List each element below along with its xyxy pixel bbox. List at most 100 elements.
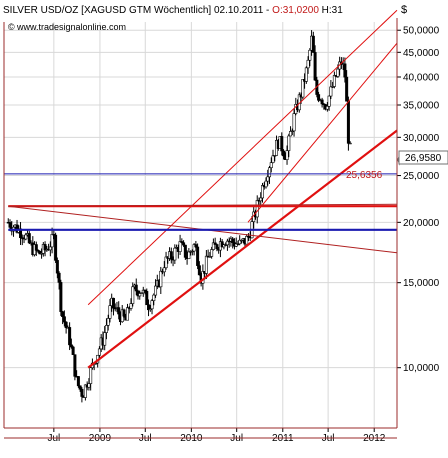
candle-body: [159, 270, 163, 288]
candle-body: [269, 162, 273, 169]
candle-body: [61, 311, 65, 317]
candle-body: [54, 234, 58, 261]
candle-body: [301, 79, 305, 98]
candle-body: [87, 383, 91, 388]
y-axis: 50,0000 45,0000 40,0000 35,0000 30,0000 25,00…: [397, 26, 440, 374]
candle-body: [59, 282, 63, 312]
candle-body: [273, 155, 277, 157]
candle-body: [213, 242, 217, 245]
candle-body: [259, 197, 263, 202]
candle-body: [329, 86, 333, 97]
level-label: 25,6356: [346, 170, 383, 181]
candle-body: [292, 113, 296, 132]
candle-body: [178, 241, 182, 252]
candle-body: [289, 131, 293, 137]
candle-body: [180, 241, 184, 243]
copyright-icon: ©: [8, 22, 15, 32]
candle-body: [43, 244, 47, 251]
candle-body: [234, 243, 238, 247]
trendline: [8, 203, 398, 207]
y-tick-label: 25,0000: [403, 171, 440, 182]
candle-body: [285, 150, 289, 160]
candle-body: [197, 265, 201, 276]
candle-body: [211, 242, 215, 250]
candle-body: [57, 272, 61, 283]
candle-body: [145, 291, 149, 306]
candle-body: [162, 267, 166, 273]
candle-body: [138, 293, 142, 297]
grid-layer: [4, 22, 397, 428]
candle-body: [103, 332, 107, 346]
candle-body: [73, 354, 77, 377]
candle-body: [271, 155, 275, 163]
candle-body: [76, 376, 80, 387]
candle-body: [117, 307, 121, 315]
candle-body: [187, 251, 191, 259]
candle-body: [245, 236, 249, 245]
candle-body: [332, 75, 336, 87]
candle-body: [190, 250, 194, 253]
chart-title-prefix: SILVER USD/OZ [XAGUSD GTM Wöchentlich] 0…: [3, 5, 272, 16]
candle-body: [308, 49, 312, 61]
candle-body: [52, 234, 56, 236]
candle-body: [24, 234, 28, 240]
candle-body: [192, 244, 196, 252]
candle-body: [140, 292, 144, 294]
candle-body: [147, 304, 151, 311]
candle-body: [264, 180, 268, 188]
y-tick-label: 15,0000: [403, 278, 440, 289]
candles-layer: [6, 30, 352, 403]
candle-body: [125, 307, 129, 321]
candle-body: [80, 388, 84, 397]
candle-body: [143, 289, 147, 292]
candle-body: [169, 251, 173, 260]
candle-body: [148, 308, 152, 311]
candle-body: [345, 76, 349, 102]
candle-body: [194, 244, 198, 248]
candle-body: [129, 303, 133, 309]
y-tick-label: 20,0000: [403, 218, 440, 229]
candle-body: [239, 239, 243, 242]
candle-body: [313, 52, 317, 81]
candle-body: [34, 244, 38, 251]
candle-body: [152, 294, 156, 301]
y-tick-label: 40,0000: [403, 73, 440, 84]
trendline: [87, 9, 398, 306]
trendlines-layer: [4, 9, 400, 369]
source-url: www.tradesignalonline.com: [16, 22, 126, 32]
candle-body: [208, 256, 212, 258]
candle-body: [108, 305, 112, 319]
candle-body: [89, 367, 93, 384]
candle-body: [38, 250, 42, 255]
candle-body: [62, 316, 66, 323]
candle-body: [290, 130, 294, 132]
candle-body: [204, 255, 208, 274]
y-tick-label: 50,0000: [403, 26, 440, 37]
candle-body: [68, 327, 72, 346]
candle-body: [320, 99, 324, 105]
candle-body: [134, 284, 138, 292]
last-price-label: 26,9580: [405, 153, 442, 164]
candle-body: [50, 234, 54, 248]
candle-body: [40, 253, 44, 255]
candle-body: [306, 59, 310, 69]
candle-body: [164, 256, 168, 269]
candle-body: [182, 242, 186, 246]
candle-body: [327, 95, 331, 107]
y-tick-label: 10,0000: [403, 363, 440, 374]
candle-body: [27, 233, 31, 244]
candle-body: [131, 286, 135, 304]
candle-body: [8, 222, 12, 228]
candle-body: [268, 167, 272, 178]
candle-body: [210, 249, 214, 257]
candle-body: [104, 325, 108, 333]
chart-title: SILVER USD/OZ [XAGUSD GTM Wöchentlich] 0…: [3, 5, 343, 16]
trendline: [87, 129, 398, 369]
candle-body: [225, 240, 229, 246]
candle-body: [173, 247, 177, 261]
candle-body: [280, 136, 284, 152]
candle-body: [154, 285, 158, 296]
candle-body: [97, 348, 101, 356]
currency-label: $: [401, 4, 407, 16]
